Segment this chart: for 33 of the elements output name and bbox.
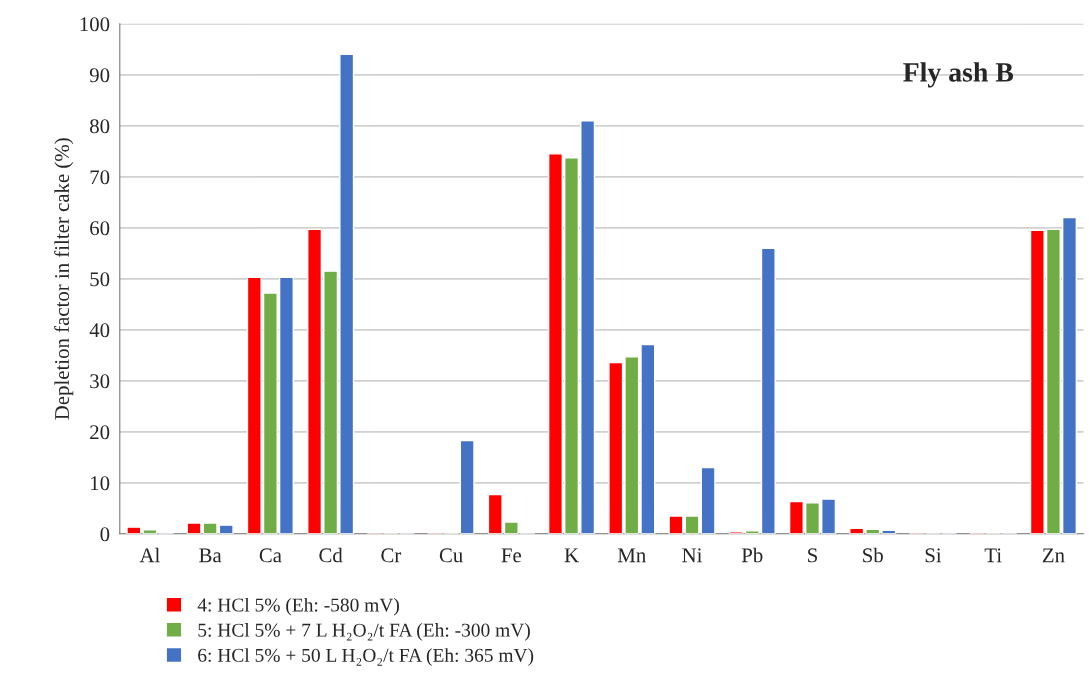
x-tick-label: Ni — [682, 548, 703, 563]
x-tick-label: Mn — [617, 548, 646, 563]
text: Fly ash B — [903, 62, 1014, 88]
y-tick-label: 60 — [90, 221, 110, 236]
legend-label: 5: HCl 5% + 7 L H₂O₂/t FA (Eh: -300 mV) — [198, 623, 530, 641]
legend-label: 6: HCl 5% + 50 L H₂O₂/t FA (Eh: 365 mV) — [198, 648, 534, 666]
y-tick-label: 80 — [90, 119, 110, 134]
x-tick-label: Cu — [439, 548, 463, 563]
x-tick-label: Si — [925, 548, 942, 563]
y-tick-label: 20 — [90, 425, 110, 440]
x-tick-label: Ba — [199, 548, 222, 563]
x-tick-label: Ti — [984, 548, 1002, 563]
y-tick-label: 90 — [89, 68, 110, 83]
x-tick-label: Sb — [863, 547, 883, 563]
y-axis-title: Depletion factor in filter cake (%) — [54, 138, 74, 420]
x-tick-label: Ca — [259, 548, 282, 563]
x-tick-label: K — [564, 548, 579, 563]
x-tick-label: Pb — [741, 547, 763, 563]
x-tick-label: Cd — [319, 547, 343, 563]
y-tick-label: 0 — [100, 527, 110, 542]
x-tick-label: Cr — [381, 548, 402, 563]
x-tick-label: Fe — [501, 548, 522, 563]
y-tick-label: 40 — [89, 323, 110, 338]
bar — [668, 515, 684, 534]
legend-label: 4: HCl 5% (Eh: -580 mV) — [197, 597, 399, 616]
y-tick-label: 70 — [90, 170, 110, 185]
y-tick-label: 10 — [91, 476, 110, 491]
x-tick-label: S — [808, 548, 817, 563]
x-tick-label: Zn — [1042, 548, 1065, 563]
y-tick-label: 50 — [90, 272, 110, 287]
y-tick-label: 100 — [80, 17, 110, 32]
y-tick-label: 30 — [90, 374, 110, 389]
x-tick-label: Al — [139, 547, 160, 563]
